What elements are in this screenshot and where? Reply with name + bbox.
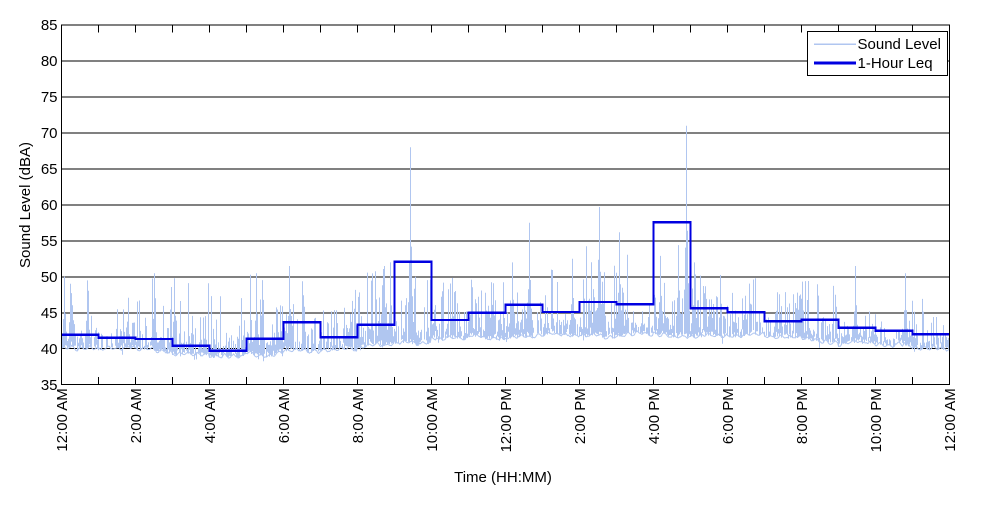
svg-text:70: 70 xyxy=(41,125,58,142)
svg-text:50: 50 xyxy=(41,269,58,286)
svg-text:10:00 PM: 10:00 PM xyxy=(868,388,885,452)
svg-text:2:00 PM: 2:00 PM xyxy=(572,388,589,444)
svg-text:1-Hour Leq: 1-Hour Leq xyxy=(858,55,933,72)
svg-text:55: 55 xyxy=(41,233,58,250)
svg-text:6:00 AM: 6:00 AM xyxy=(276,388,293,443)
svg-text:8:00 AM: 8:00 AM xyxy=(350,388,367,443)
svg-text:45: 45 xyxy=(41,305,58,322)
svg-text:12:00 AM: 12:00 AM xyxy=(54,388,71,451)
svg-text:4:00 AM: 4:00 AM xyxy=(202,388,219,443)
svg-text:80: 80 xyxy=(41,53,58,70)
svg-text:65: 65 xyxy=(41,161,58,178)
svg-text:8:00 PM: 8:00 PM xyxy=(794,388,811,444)
svg-text:10:00 AM: 10:00 AM xyxy=(424,388,441,451)
svg-text:12:00 PM: 12:00 PM xyxy=(498,388,515,452)
svg-text:Time (HH:MM): Time (HH:MM) xyxy=(454,469,552,486)
svg-text:35: 35 xyxy=(41,377,58,394)
svg-text:40: 40 xyxy=(41,341,58,358)
svg-text:75: 75 xyxy=(41,89,58,106)
svg-text:6:00 PM: 6:00 PM xyxy=(720,388,737,444)
svg-text:Sound Level: Sound Level xyxy=(858,36,941,53)
svg-text:12:00 AM: 12:00 AM xyxy=(942,388,959,451)
svg-text:2:00 AM: 2:00 AM xyxy=(128,388,145,443)
svg-text:Sound Level (dBA): Sound Level (dBA) xyxy=(17,142,34,268)
svg-text:85: 85 xyxy=(41,17,58,34)
svg-text:4:00 PM: 4:00 PM xyxy=(646,388,663,444)
svg-text:60: 60 xyxy=(41,197,58,214)
